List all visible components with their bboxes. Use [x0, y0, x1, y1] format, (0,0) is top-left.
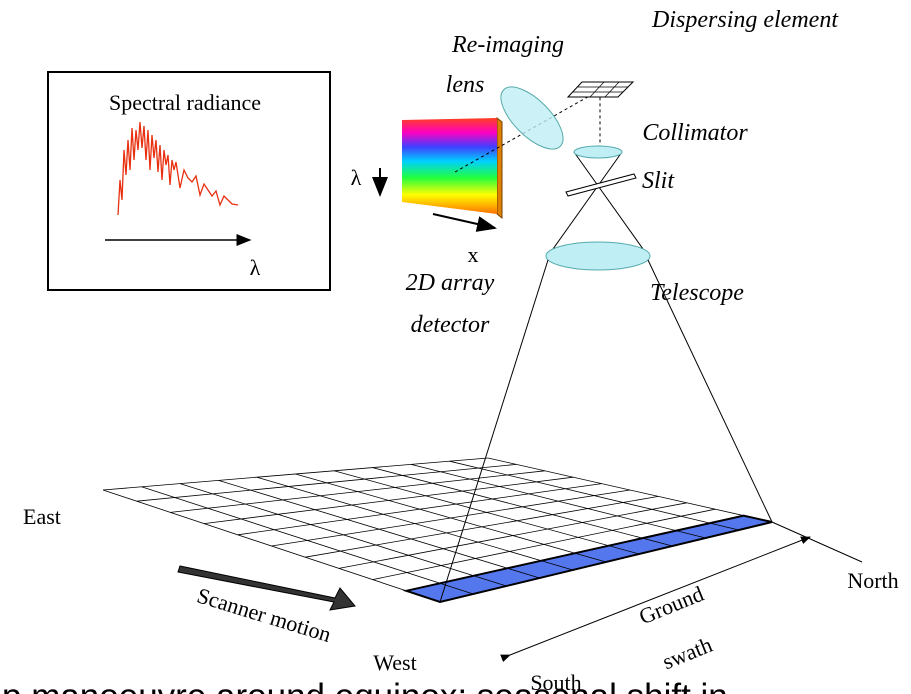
dispersing-label: Dispersing element — [651, 7, 839, 33]
west-label: West — [373, 650, 416, 675]
reimaging-label: lens — [446, 72, 485, 98]
telescope-label: Telescope — [650, 280, 744, 306]
swath-label: swath — [659, 632, 716, 674]
swath-dimension — [500, 536, 811, 663]
swath-label: Ground — [635, 581, 707, 629]
scanner-arrow — [177, 565, 356, 611]
detector-label: detector — [411, 312, 490, 338]
x-arrow — [432, 213, 497, 232]
telescope — [545, 241, 651, 271]
grid-line — [204, 476, 574, 524]
grid-line — [338, 502, 687, 569]
view-lines — [439, 259, 773, 603]
detector-lambda: λ — [351, 165, 362, 190]
inset-x-label: λ — [250, 255, 261, 280]
ray-cone — [547, 151, 649, 257]
south-label: South — [530, 670, 581, 694]
grid-line — [237, 483, 602, 536]
grid-line — [439, 521, 773, 603]
ground-grid — [102, 457, 773, 604]
detector — [402, 118, 497, 214]
grid-line — [136, 464, 517, 502]
inset-box — [47, 71, 331, 291]
slit-label: Slit — [642, 168, 675, 194]
detector-edge — [496, 116, 503, 220]
detector-label: 2D array — [406, 270, 495, 296]
detector-x: x — [468, 242, 479, 267]
grating — [566, 81, 635, 98]
east-label: East — [23, 504, 61, 529]
grid-line — [271, 489, 631, 547]
slit — [565, 173, 637, 197]
light-path — [454, 89, 601, 173]
grid-line — [305, 496, 659, 558]
grating-lines — [573, 81, 628, 98]
reimaging-lens — [500, 86, 564, 150]
grid-line — [102, 457, 489, 491]
caption: p manoeuvre around equinox; seasonal shi… — [2, 677, 728, 694]
inset-title: Spectral radiance — [109, 90, 261, 115]
ground-swath — [402, 514, 773, 604]
collimator-label: Collimator — [642, 120, 748, 146]
north-axis — [771, 521, 863, 563]
collimator — [573, 145, 623, 159]
scanner-label: Scanner motion — [194, 583, 334, 647]
spectrum — [117, 121, 239, 216]
grid-line — [170, 470, 545, 513]
reimaging-label: Re-imaging — [451, 32, 564, 58]
north-label: North — [847, 568, 898, 593]
